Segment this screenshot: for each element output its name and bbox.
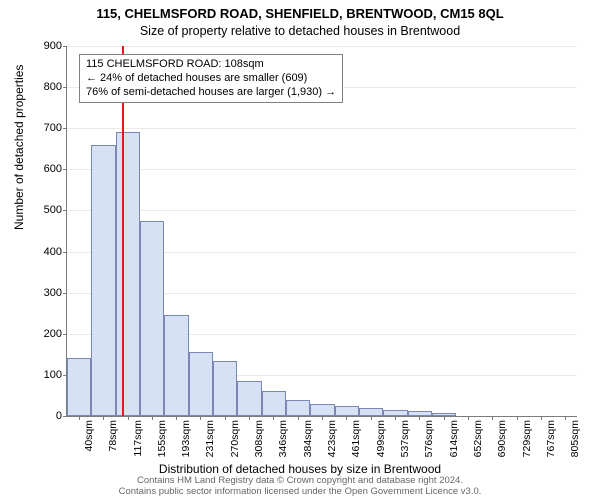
y-tick bbox=[63, 293, 67, 294]
annotation-box: 115 CHELMSFORD ROAD: 108sqm ← 24% of det… bbox=[79, 54, 343, 103]
histogram-bar bbox=[140, 221, 164, 416]
x-tick bbox=[468, 416, 469, 420]
footer-line-2: Contains public sector information licen… bbox=[119, 486, 482, 497]
y-tick bbox=[63, 334, 67, 335]
histogram-bar bbox=[116, 132, 140, 416]
annotation-line-2: ← 24% of detached houses are smaller (60… bbox=[86, 72, 336, 86]
y-tick bbox=[63, 210, 67, 211]
histogram-bar bbox=[164, 315, 188, 416]
y-tick-label: 200 bbox=[2, 328, 62, 340]
histogram-bar bbox=[189, 352, 213, 416]
title-main: 115, CHELMSFORD ROAD, SHENFIELD, BRENTWO… bbox=[0, 6, 600, 21]
x-tick bbox=[152, 416, 153, 420]
gridline bbox=[67, 169, 577, 170]
histogram-bar bbox=[286, 400, 310, 416]
histogram-bar bbox=[432, 413, 456, 416]
x-tick bbox=[517, 416, 518, 420]
y-tick bbox=[63, 252, 67, 253]
histogram-bar bbox=[335, 406, 359, 416]
y-tick bbox=[63, 87, 67, 88]
chart-root: 115, CHELMSFORD ROAD, SHENFIELD, BRENTWO… bbox=[0, 0, 600, 500]
x-tick bbox=[322, 416, 323, 420]
x-tick bbox=[249, 416, 250, 420]
footer-line-1: Contains HM Land Registry data © Crown c… bbox=[137, 475, 463, 486]
x-tick bbox=[419, 416, 420, 420]
x-tick bbox=[444, 416, 445, 420]
x-tick bbox=[565, 416, 566, 420]
x-tick bbox=[79, 416, 80, 420]
x-tick bbox=[273, 416, 274, 420]
plot-area: 115 CHELMSFORD ROAD: 108sqm ← 24% of det… bbox=[66, 46, 577, 417]
y-tick bbox=[63, 169, 67, 170]
gridline bbox=[67, 128, 577, 129]
y-tick-label: 700 bbox=[2, 122, 62, 134]
histogram-bar bbox=[67, 358, 91, 416]
histogram-bar bbox=[213, 361, 237, 417]
y-tick-label: 800 bbox=[2, 81, 62, 93]
y-tick-label: 600 bbox=[2, 163, 62, 175]
y-tick-label: 100 bbox=[2, 369, 62, 381]
y-tick-label: 300 bbox=[2, 287, 62, 299]
x-tick bbox=[492, 416, 493, 420]
footer-attribution: Contains HM Land Registry data © Crown c… bbox=[0, 476, 600, 498]
title-sub: Size of property relative to detached ho… bbox=[0, 24, 600, 38]
x-tick bbox=[395, 416, 396, 420]
x-tick bbox=[298, 416, 299, 420]
x-tick bbox=[371, 416, 372, 420]
x-tick bbox=[346, 416, 347, 420]
y-tick-label: 400 bbox=[2, 246, 62, 258]
histogram-bar bbox=[383, 410, 407, 416]
gridline bbox=[67, 210, 577, 211]
y-tick-label: 500 bbox=[2, 204, 62, 216]
histogram-bar bbox=[310, 404, 334, 416]
x-tick bbox=[103, 416, 104, 420]
x-tick bbox=[176, 416, 177, 420]
y-tick-label: 900 bbox=[2, 40, 62, 52]
histogram-bar bbox=[262, 391, 286, 416]
x-axis-title: Distribution of detached houses by size … bbox=[0, 462, 600, 476]
gridline bbox=[67, 46, 577, 47]
x-tick bbox=[128, 416, 129, 420]
annotation-line-3: 76% of semi-detached houses are larger (… bbox=[86, 86, 336, 100]
x-tick bbox=[200, 416, 201, 420]
x-tick bbox=[541, 416, 542, 420]
y-tick bbox=[63, 128, 67, 129]
histogram-bar bbox=[91, 145, 115, 416]
annotation-line-1: 115 CHELMSFORD ROAD: 108sqm bbox=[86, 58, 336, 72]
y-tick bbox=[63, 46, 67, 47]
y-tick-label: 0 bbox=[2, 410, 62, 422]
histogram-bar bbox=[408, 411, 432, 416]
x-tick bbox=[225, 416, 226, 420]
y-tick bbox=[63, 416, 67, 417]
histogram-bar bbox=[237, 381, 261, 416]
histogram-bar bbox=[359, 408, 383, 416]
